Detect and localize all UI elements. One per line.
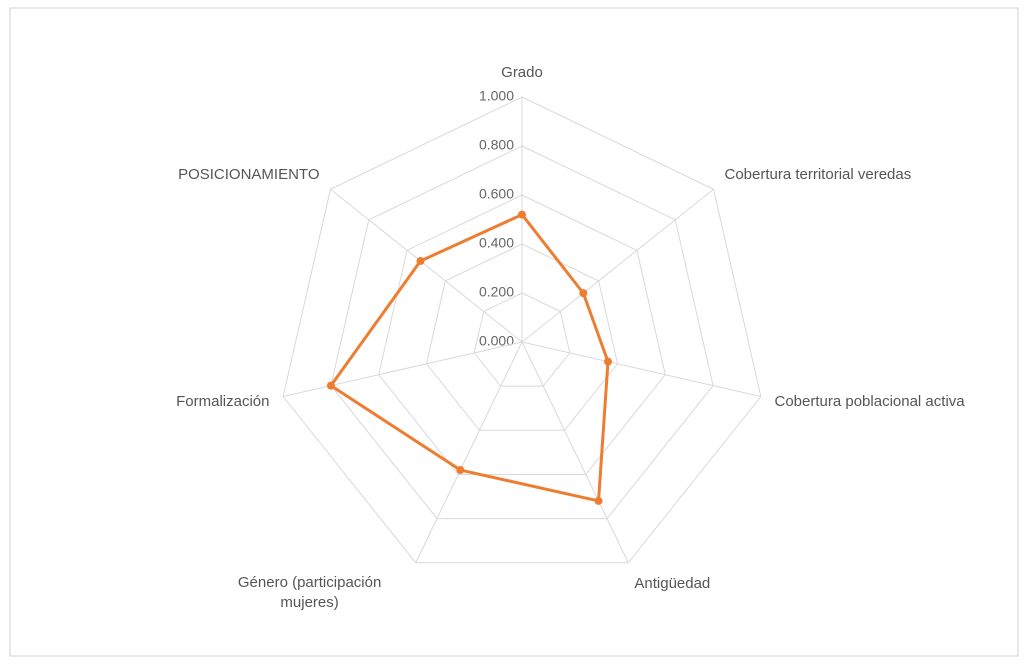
spoke	[283, 341, 523, 398]
category-label: Género (participación mujeres)	[237, 574, 382, 612]
spoke	[415, 341, 523, 563]
grid-ring	[282, 96, 762, 564]
category-label: Cobertura territorial veredas	[724, 165, 912, 183]
tick-label: 1.000	[479, 88, 514, 104]
tick-label: 0.200	[479, 284, 514, 300]
tick-label: 0.600	[479, 186, 514, 202]
series-line	[329, 213, 610, 503]
point	[456, 466, 465, 475]
spoke	[521, 341, 629, 563]
point	[603, 357, 612, 366]
spoke	[521, 341, 761, 398]
tick-label: 0.000	[479, 333, 514, 349]
frame	[9, 7, 1019, 657]
category-label: Cobertura poblacional activa	[774, 392, 965, 410]
tick-label: 0.800	[479, 137, 514, 153]
point	[518, 210, 526, 219]
grid-ring	[378, 194, 666, 475]
point	[416, 257, 425, 266]
spoke	[330, 188, 523, 343]
tick-label: 0.400	[479, 235, 514, 251]
grid-ring	[330, 145, 714, 520]
point	[326, 381, 335, 390]
grid-ring	[425, 243, 619, 431]
spoke	[521, 188, 714, 343]
point	[579, 289, 588, 298]
category-label: Formalización	[176, 392, 270, 410]
grid-ring	[473, 292, 571, 387]
category-label: POSICIONAMIENTO	[178, 165, 320, 183]
category-label: Antigüedad	[634, 575, 711, 593]
category-label: Grado	[501, 64, 543, 81]
point	[594, 496, 603, 505]
